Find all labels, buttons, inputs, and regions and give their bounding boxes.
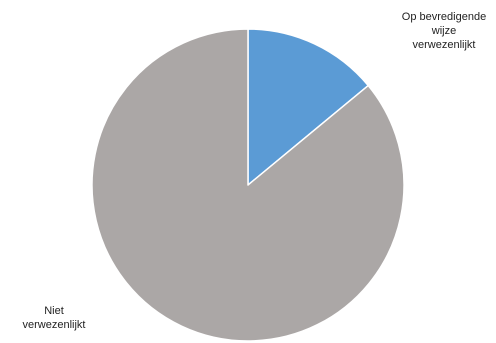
slice-label-line: wijze xyxy=(431,25,456,37)
slice-label-line: Op bevredigende xyxy=(402,11,486,23)
pie-slices xyxy=(91,28,405,342)
slice-labels: Op bevredigende wijze verwezenlijkt Niet ver… xyxy=(23,11,487,331)
pie-slice-2 xyxy=(91,28,405,342)
slice-label-line: verwezenlijkt xyxy=(23,319,86,331)
slice-label-line: verwezenlijkt xyxy=(413,39,476,51)
pie-slice-1 xyxy=(247,28,369,186)
slice-label-2: Niet verwezenlijkt xyxy=(23,305,86,331)
slice-label-1: Op bevredigende wijze verwezenlijkt xyxy=(402,11,486,51)
slice-label-line: Niet xyxy=(44,305,64,317)
